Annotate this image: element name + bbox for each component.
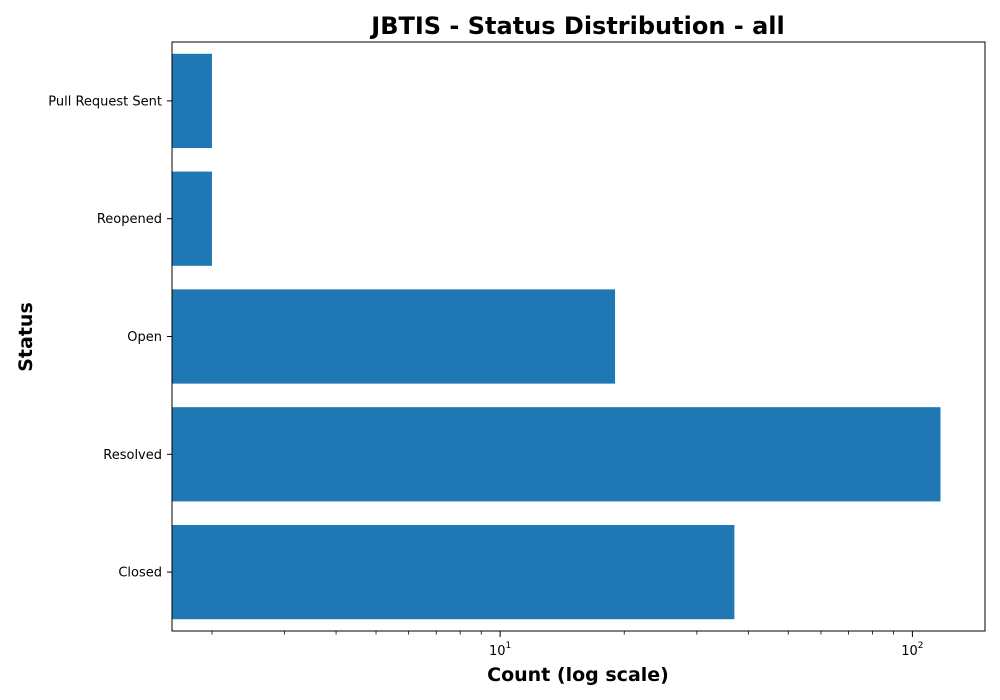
x-tick-label: 102 — [901, 641, 923, 659]
y-axis-label: Status — [15, 302, 37, 372]
x-tick-label: 101 — [489, 641, 511, 659]
y-tick-label: Reopened — [97, 212, 162, 227]
bar-resolved — [172, 407, 941, 501]
y-tick-label: Closed — [118, 566, 162, 581]
bar-pull-request-sent — [172, 54, 212, 148]
bar-reopened — [172, 172, 212, 266]
y-tick-label: Open — [127, 330, 162, 345]
plot-area: Closed Resolved Open Reopened Pull Request S… — [48, 42, 985, 659]
y-tick-label: Pull Request Sent — [48, 94, 162, 109]
bar-closed — [172, 525, 734, 619]
x-axis-label: Count (log scale) — [487, 664, 669, 686]
y-tick-label: Resolved — [103, 448, 162, 463]
bar-open — [172, 289, 615, 383]
chart-title: JBTIS - Status Distribution - all — [369, 12, 784, 40]
